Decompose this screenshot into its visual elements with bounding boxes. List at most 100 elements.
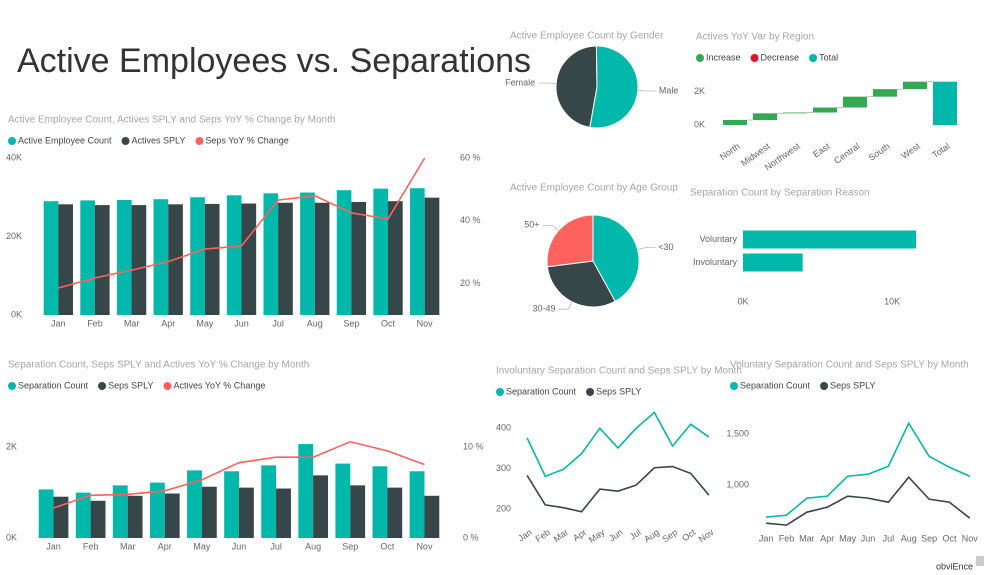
pie-label: 30-49 xyxy=(532,303,555,313)
bar xyxy=(298,444,314,538)
x-tick-label: 0K xyxy=(737,296,748,306)
bar xyxy=(241,203,257,315)
x-tick-label: North xyxy=(718,141,742,162)
x-tick-label: East xyxy=(811,141,832,160)
bar xyxy=(127,495,143,538)
y-tick-label: Voluntary xyxy=(699,234,737,244)
x-tick-label: Sep xyxy=(342,541,358,551)
chart-title: Separation Count by Separation Reason xyxy=(690,188,870,199)
waterfall-bar xyxy=(813,107,837,113)
legend-marker xyxy=(750,54,759,62)
bar xyxy=(743,230,917,249)
bar xyxy=(43,201,59,315)
x-tick-label: Apr xyxy=(820,533,834,543)
brand-icon xyxy=(976,556,984,566)
x-tick-label: Aug xyxy=(305,541,321,551)
x-tick-label: Apr xyxy=(161,318,175,328)
legend-marker xyxy=(496,388,504,396)
x-tick-label: Oct xyxy=(942,533,957,543)
leader-line xyxy=(542,224,559,231)
bar xyxy=(75,492,91,538)
leader-line xyxy=(558,301,573,310)
bar xyxy=(351,201,367,315)
x-tick-label: Feb xyxy=(779,533,795,543)
x-tick-label: Apr xyxy=(158,541,172,551)
page-title: Active Employees vs. Separations xyxy=(17,42,531,80)
pie-label: Female xyxy=(505,77,535,87)
x-tick-label: Feb xyxy=(87,318,103,328)
x-tick-label: Aug xyxy=(642,527,661,544)
leader-line xyxy=(637,247,656,250)
x-tick-label: South xyxy=(867,141,892,163)
x-tick-label: Aug xyxy=(307,318,323,328)
y2-tick-label: 0 % xyxy=(463,532,479,542)
bar xyxy=(224,471,239,538)
waterfall-bar xyxy=(933,81,957,125)
x-tick-label: May xyxy=(839,533,857,543)
x-tick-label: May xyxy=(196,318,214,328)
x-tick-label: West xyxy=(899,141,922,161)
x-tick-label: Nov xyxy=(417,318,434,328)
bar xyxy=(387,487,403,538)
x-tick-label: Mar xyxy=(124,318,140,328)
legend-label: Seps SPLY xyxy=(108,380,153,390)
bar xyxy=(336,190,352,315)
legend-marker xyxy=(809,54,818,62)
legend-label: Seps YoY % Change xyxy=(205,135,288,145)
x-tick-label: Total xyxy=(930,141,951,160)
x-tick-label: Apr xyxy=(571,527,588,543)
y2-tick-label: 60 % xyxy=(460,152,481,162)
legend-label: Seps SPLY xyxy=(596,386,641,396)
leader-line xyxy=(538,82,557,85)
x-tick-label: Jan xyxy=(51,318,66,328)
waterfall-bar xyxy=(873,89,897,97)
legend-label: Actives SPLY xyxy=(132,135,186,145)
x-tick-label: Jun xyxy=(607,527,625,544)
x-tick-label: Jul xyxy=(883,533,895,543)
pie-slice xyxy=(589,45,639,129)
waterfall-bar xyxy=(903,81,927,90)
chart-title: Active Employee Count by Gender xyxy=(510,31,664,42)
legend-marker xyxy=(730,382,738,390)
waterfall-bar xyxy=(783,112,807,114)
y-tick-label: 0K xyxy=(6,532,17,542)
bar xyxy=(58,204,73,315)
legend-label: Active Employee Count xyxy=(18,135,112,145)
x-tick-label: 10K xyxy=(884,296,900,306)
x-tick-label: Jul xyxy=(628,527,643,542)
y2-tick-label: 20 % xyxy=(460,278,481,288)
x-tick-label: May xyxy=(587,527,607,545)
bar xyxy=(388,201,403,315)
x-tick-label: Nov xyxy=(416,541,433,551)
line-series xyxy=(766,476,971,526)
bar xyxy=(94,205,110,315)
y-tick-label: 1,000 xyxy=(726,480,749,490)
line-series xyxy=(766,421,971,518)
legend-label: Increase xyxy=(706,52,741,62)
bar xyxy=(164,493,180,538)
bar xyxy=(131,205,147,315)
y-tick-label: 2K xyxy=(6,442,17,452)
x-tick-label: Jun xyxy=(234,318,249,328)
bar xyxy=(263,193,279,315)
x-tick-label: Nov xyxy=(962,533,979,543)
legend-marker xyxy=(195,137,204,145)
legend-marker xyxy=(586,388,595,396)
bar xyxy=(300,192,315,315)
line-series xyxy=(526,411,710,478)
bar xyxy=(38,489,54,538)
y-tick-label: 0K xyxy=(694,119,705,129)
y-tick-label: 40K xyxy=(6,152,22,162)
pie-label: Male xyxy=(659,85,679,95)
bar xyxy=(112,485,128,538)
legend-label: Decrease xyxy=(761,52,800,62)
legend-marker xyxy=(121,137,130,145)
brand: obviEnce xyxy=(936,561,973,571)
x-tick-label: Sep xyxy=(921,533,937,543)
bar xyxy=(278,202,293,315)
bar xyxy=(80,200,95,315)
legend-label: Seps SPLY xyxy=(830,380,875,390)
legend-label: Separation Count xyxy=(18,380,89,390)
chart-title: Actives YoY Var by Region xyxy=(696,32,814,43)
legend-marker xyxy=(820,382,829,390)
